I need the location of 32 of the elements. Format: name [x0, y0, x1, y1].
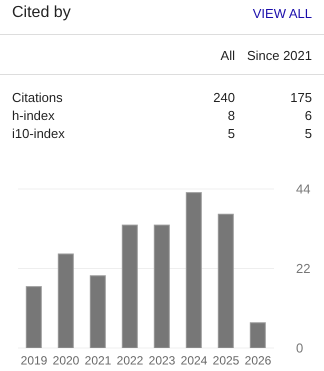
bar	[26, 286, 42, 348]
text: h-index	[12, 108, 55, 123]
x-tick-label: 2021	[84, 354, 112, 368]
text: 240	[212, 90, 235, 105]
x-tick-label: 2020	[52, 354, 80, 368]
text: Citations	[12, 90, 63, 105]
bar	[58, 254, 74, 348]
text: 8	[226, 108, 235, 123]
bar	[122, 224, 138, 348]
text: 6	[304, 108, 312, 123]
x-tick-label: 2022	[116, 354, 144, 368]
text: 175	[290, 90, 312, 105]
bar	[90, 275, 106, 348]
x-tick-label: 2019	[20, 354, 48, 368]
bar	[186, 192, 202, 348]
bar	[154, 224, 170, 348]
bar	[218, 214, 234, 348]
y-tick-label: 44	[296, 182, 310, 197]
y-tick-label: 22	[296, 261, 310, 276]
text: 5	[226, 126, 235, 141]
x-tick-label: 2024	[180, 354, 208, 368]
chart-title: Cited by	[12, 4, 71, 22]
x-tick-label: 2026	[244, 354, 272, 368]
text: i10-index	[12, 126, 65, 141]
text: 5	[304, 126, 312, 141]
x-tick-label: 2023	[148, 354, 176, 368]
text: VIEW ALL	[252, 6, 312, 21]
bar	[250, 322, 266, 348]
text: Since 2021	[246, 48, 312, 63]
x-tick-label: 2025	[212, 354, 240, 368]
text: All	[220, 48, 235, 63]
y-tick-label: 0	[296, 340, 304, 356]
